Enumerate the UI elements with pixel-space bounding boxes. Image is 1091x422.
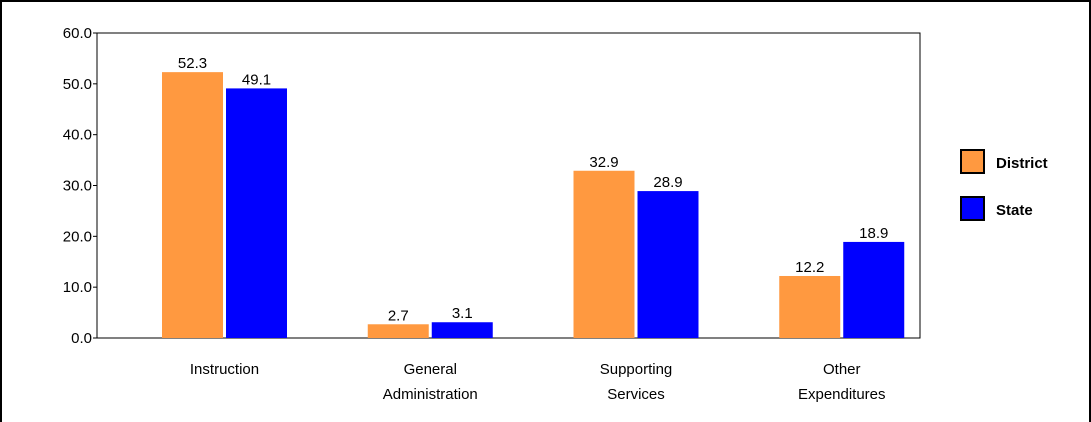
y-tick-label: 30.0 (63, 178, 92, 195)
data-label-district-3: 12.2 (795, 259, 824, 276)
data-label-state-0: 49.1 (242, 71, 271, 88)
bar-state-3 (843, 241, 905, 338)
legend-label-district: District (996, 155, 1048, 172)
legend-label-state: State (996, 202, 1033, 219)
bar-state-0 (226, 88, 287, 339)
chart-legend: District State (960, 149, 1048, 221)
bar-district-0 (162, 72, 223, 339)
chart-axes: 0.0 10.0 20.0 30.0 40.0 50.0 60.0 Instruction Ge… (63, 25, 921, 403)
y-tick-label: 40.0 (63, 127, 92, 144)
data-label-state-2: 28.9 (653, 174, 682, 191)
data-label-district-1: 2.7 (388, 307, 409, 324)
x-tick-label: Instruction (190, 361, 259, 378)
x-tick-label: Administration (383, 386, 478, 403)
legend-swatch-state (960, 196, 985, 221)
bar-state-1 (431, 322, 493, 338)
data-label-state-1: 3.1 (452, 305, 473, 322)
bar-district-1 (367, 324, 429, 338)
y-tick-label: 0.0 (71, 330, 92, 347)
data-label-district-0: 52.3 (178, 55, 207, 72)
y-tick-label: 10.0 (63, 279, 92, 296)
chart-bars: 52.3 49.1 2.7 3.1 32.9 28.9 12.2 18.9 (162, 55, 905, 339)
bar-district-3 (779, 275, 841, 338)
legend-swatch-district (960, 149, 985, 174)
x-tick-label: Services (607, 386, 665, 403)
y-tick-label: 20.0 (63, 228, 92, 245)
x-tick-label: Other (823, 361, 861, 378)
x-tick-label: Expenditures (798, 386, 886, 403)
x-tick-label: General (404, 361, 457, 378)
y-tick-label: 50.0 (63, 76, 92, 93)
bar-state-2 (637, 191, 699, 338)
data-label-state-3: 18.9 (859, 225, 888, 242)
x-tick-label: Supporting (600, 361, 673, 378)
data-label-district-2: 32.9 (589, 154, 618, 171)
y-tick-label: 60.0 (63, 25, 92, 42)
bar-district-2 (573, 170, 635, 338)
